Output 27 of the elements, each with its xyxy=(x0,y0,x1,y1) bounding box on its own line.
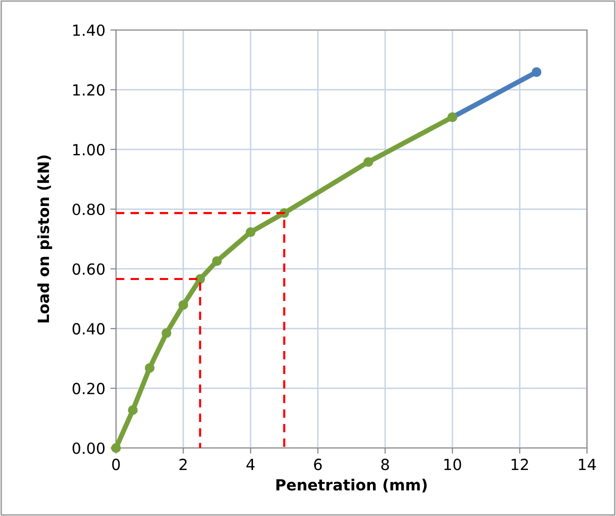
y-tick-label: 0.40 xyxy=(72,323,105,335)
point xyxy=(195,274,205,284)
point xyxy=(162,328,172,338)
x-tick-label: 12 xyxy=(512,458,528,470)
y-tick-label: 1.40 xyxy=(73,24,105,36)
point xyxy=(178,300,188,310)
y-axis-title: Load on piston (kN) xyxy=(37,155,52,322)
point xyxy=(246,227,256,237)
y-tick-label: 1.20 xyxy=(73,84,105,96)
point xyxy=(532,67,542,77)
y-tick-label: 1.00 xyxy=(73,144,105,156)
x-tick-label: 8 xyxy=(381,458,389,470)
y-tick-label: 0.20 xyxy=(72,382,105,394)
y-tick-label: 0.60 xyxy=(72,263,105,275)
x-tick-label: 14 xyxy=(578,458,596,470)
point xyxy=(363,157,374,167)
x-tick-label: 6 xyxy=(314,458,322,470)
point xyxy=(144,363,155,373)
x-tick-label: 4 xyxy=(246,458,255,470)
x-tick-label: 10 xyxy=(444,458,462,470)
point xyxy=(212,256,222,266)
x-tick-label: 0 xyxy=(112,458,120,470)
y-tick-label: 0.00 xyxy=(72,442,105,454)
x-tick-label: 2 xyxy=(180,458,187,470)
y-tick-label: 0.80 xyxy=(72,204,105,216)
x-axis-title: Penetration (mm) xyxy=(276,478,427,492)
point xyxy=(128,405,138,415)
